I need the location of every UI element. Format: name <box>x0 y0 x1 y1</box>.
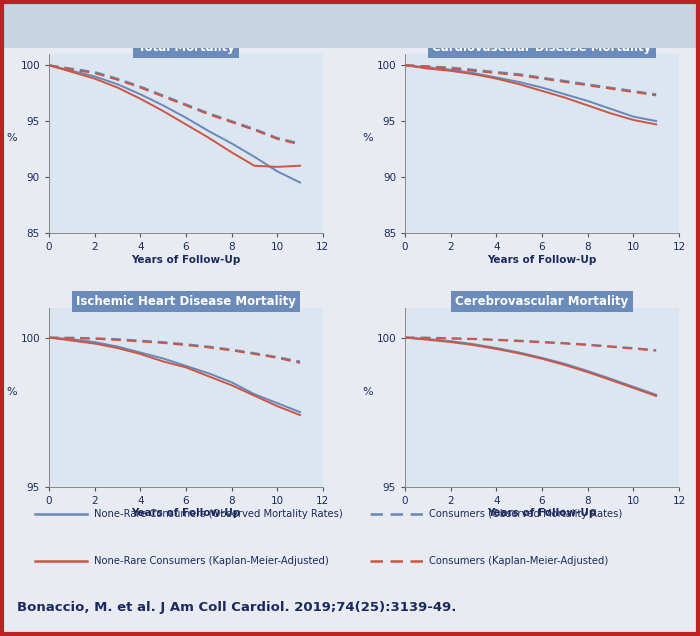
Text: Cerebrovascular Mortality: Cerebrovascular Mortality <box>456 295 629 308</box>
Y-axis label: %: % <box>363 387 373 398</box>
Text: Bonaccio, M. et al. J Am Coll Cardiol. 2019;74(25):3139-49.: Bonaccio, M. et al. J Am Coll Cardiol. 2… <box>18 601 456 614</box>
Text: Cardiovascular Disease Mortality: Cardiovascular Disease Mortality <box>433 41 652 54</box>
Text: Chili Pepper and Mortality: Chili Pepper and Mortality <box>209 18 426 34</box>
X-axis label: Years of Follow-Up: Years of Follow-Up <box>132 508 241 518</box>
Text: Total Mortality: Total Mortality <box>137 41 235 54</box>
Text: None-Rare Consumers (Kaplan-Meier-Adjusted): None-Rare Consumers (Kaplan-Meier-Adjust… <box>94 556 328 565</box>
Text: Consumers (Observed Mortality Rates): Consumers (Observed Mortality Rates) <box>429 509 622 519</box>
X-axis label: Years of Follow-Up: Years of Follow-Up <box>132 254 241 265</box>
Text: None-Rare Consumers (Observed Mortality Rates): None-Rare Consumers (Observed Mortality … <box>94 509 342 519</box>
Y-axis label: %: % <box>7 134 18 143</box>
X-axis label: Years of Follow-Up: Years of Follow-Up <box>487 508 596 518</box>
Y-axis label: %: % <box>363 134 373 143</box>
Text: CENTRAL ILLUSTRATION:: CENTRAL ILLUSTRATION: <box>13 18 217 34</box>
Text: Consumers (Kaplan-Meier-Adjusted): Consumers (Kaplan-Meier-Adjusted) <box>429 556 608 565</box>
Text: Ischemic Heart Disease Mortality: Ischemic Heart Disease Mortality <box>76 295 296 308</box>
Y-axis label: %: % <box>7 387 18 398</box>
X-axis label: Years of Follow-Up: Years of Follow-Up <box>487 254 596 265</box>
